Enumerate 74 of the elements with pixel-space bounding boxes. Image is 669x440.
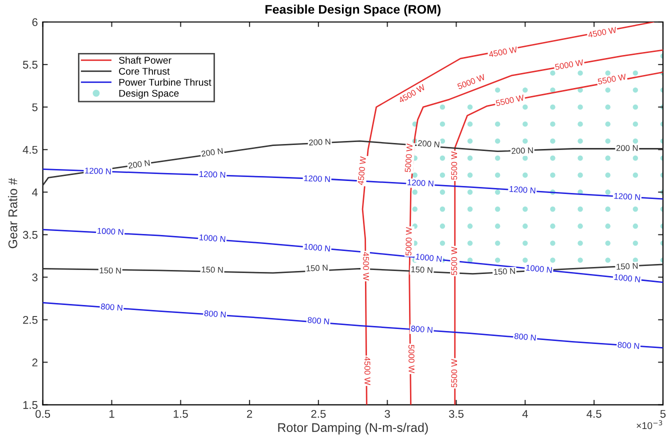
annotation: 200 N [128,160,150,169]
x-tick-label: 2.5 [311,410,326,418]
y-tick-label: 3 [32,273,38,282]
y-tick-label: 4 [32,188,38,196]
annotation: 5500 W [496,94,524,106]
annotation: 1200 N [85,168,111,174]
annotation: 5500 W [451,358,458,388]
annotation: 5500 W [451,246,458,276]
annotation: 1000 N [199,234,226,242]
y-tick-label: 2 [32,358,38,366]
annotation: 1200 N [509,186,536,194]
x-tick-label: 1 [109,410,114,418]
annotation: 200 N [616,145,638,151]
annotation: 1200 N [614,192,640,200]
annotation: 800 N [618,342,640,350]
annotation: 4500 W [588,26,617,38]
y-tick-label: 2.5 [23,316,38,324]
y-tick-label: 4.5 [22,146,38,154]
annotation: 200 N [201,148,223,157]
annotation: 5000 W [457,74,486,90]
annotation: 150 N [202,266,223,273]
annotation: 5500 W [451,151,458,180]
annotation: 800 N [514,333,536,341]
annotation: 800 N [410,326,432,333]
chart-title: Feasible Design Space (ROM) [266,4,440,16]
annotation: 5000 W [408,344,415,374]
legend-label: Design Space [119,90,179,99]
annotation: 5000 W [404,144,413,172]
x-tick-label: 4 [522,410,528,418]
annotation: 5000 W [554,59,584,70]
y-tick-label: 5.5 [22,60,38,69]
annotation: 4500 W [358,156,366,186]
annotation: 150 N [411,266,432,274]
annotation: 150 N [306,264,328,272]
legend-label: Power Turbine Thrust [119,78,212,86]
annotation: 4500 W [364,356,370,386]
annotation: 200 N [512,147,533,154]
annotation: 1200 N [304,175,330,182]
y-tick-label: 3.5 [22,230,38,239]
x-tick-label: 3.5 [448,410,464,418]
annotation: 4500 W [362,252,370,280]
y-tick-label: 1.5 [23,401,38,409]
y-tick-label: 5 [32,103,38,112]
x-axis-title: Rotor Damping (N-m-s/rad) [278,422,428,434]
annotation: 1200 N [408,179,434,187]
annotation: 1000 N [614,274,640,282]
annotation: 1200 N [199,171,226,178]
annotation: 800 N [204,310,226,318]
x-tick-label: 0.5 [36,410,50,418]
annotation: 5000 W [406,227,412,256]
x-tick-label: 2 [247,410,252,418]
x-tick-label: 5 [660,410,666,418]
annotation: 200 N [308,138,330,146]
annotation: 4500 W [488,46,518,58]
annotation: 200 N [418,140,440,148]
y-axis-title: Gear Ratio # [8,178,18,248]
legend-label: Core Thrust [119,68,170,75]
annotation: 1000 N [304,244,330,252]
annotation: 150 N [100,267,121,274]
x-tick-label: 4.5 [586,410,602,418]
annotation: 150 N [616,262,638,270]
y-tick-label: 6 [32,18,38,26]
annotation: 5500 W [598,74,626,85]
annotation: 1000 N [97,228,124,235]
x-tick-label: 3 [384,410,390,418]
annotation: 4500 W [398,84,426,104]
annotation: 800 N [308,316,330,324]
annotation: 150 N [494,268,516,275]
annotation: 800 N [100,303,122,311]
text: ×10$^{−3}$ [636,420,662,430]
annotation: 1000 N [416,254,442,262]
x-tick-label: 1.5 [174,410,188,418]
legend-label: Shaft Power [118,56,172,64]
annotation: 1000 N [526,264,552,274]
